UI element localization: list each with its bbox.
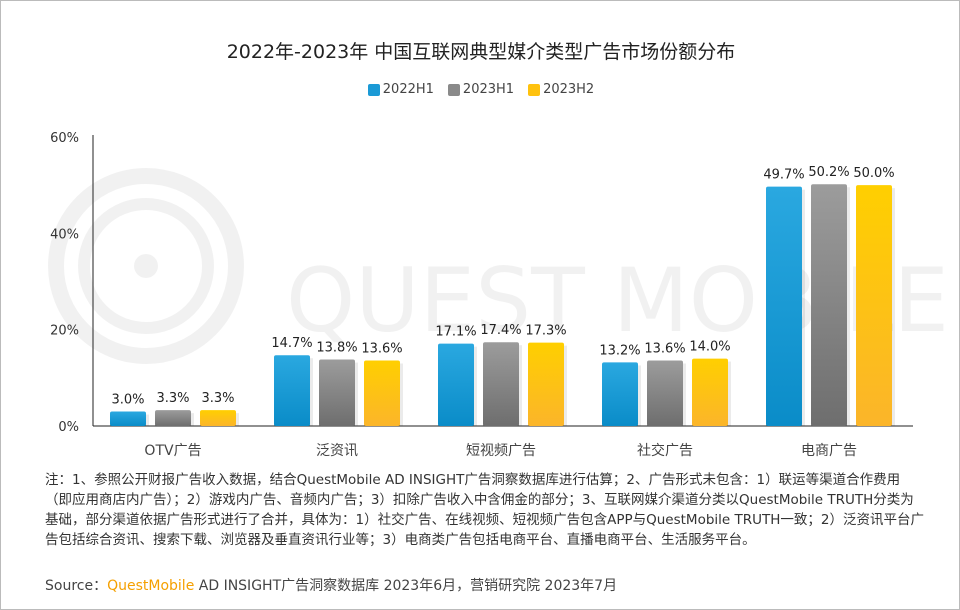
- x-tick-label: OTV广告: [144, 443, 201, 459]
- data-label: 49.7%: [763, 168, 804, 183]
- bar-2022H1: [766, 186, 802, 426]
- bar-2023H2: [200, 410, 236, 426]
- bar-2023H2: [528, 342, 564, 426]
- source-prefix: Source：: [45, 578, 108, 594]
- bar-2023H1: [483, 342, 519, 426]
- data-label: 13.6%: [644, 341, 685, 356]
- bar-2022H1: [438, 343, 474, 426]
- legend-item: 2023H2: [528, 82, 594, 97]
- bar-2022H1: [274, 355, 310, 426]
- source-rest: AD INSIGHT广告洞察数据库 2023年6月，营销研究院 2023年7月: [194, 578, 618, 594]
- bar-2023H2: [364, 360, 400, 426]
- bar-2022H1: [110, 411, 146, 426]
- legend-swatch: [447, 83, 460, 96]
- data-label: 17.4%: [480, 323, 521, 338]
- data-label: 14.7%: [271, 336, 312, 351]
- bar-2023H2: [692, 358, 728, 426]
- legend-item: 2022H1: [367, 82, 434, 97]
- legend-label: 2023H2: [543, 82, 595, 97]
- data-label: 3.3%: [156, 391, 189, 406]
- footnotes: 注：1、参照公开财报广告收入数据，结合QuestMobile AD INSIGH…: [45, 472, 924, 548]
- data-label: 3.3%: [201, 391, 234, 406]
- y-tick-label: 0%: [58, 420, 79, 435]
- y-tick-label: 60%: [50, 131, 79, 146]
- y-tick-label: 20%: [50, 324, 79, 339]
- source-line: Source：QuestMobile AD INSIGHT广告洞察数据库 202…: [45, 575, 617, 595]
- x-tick-label: 电商广告: [801, 443, 857, 459]
- bar-2023H1: [811, 184, 847, 426]
- data-label: 13.6%: [361, 341, 402, 356]
- bar-2022H1: [602, 362, 638, 426]
- chart-title: 2022年-2023年 中国互联网典型媒介类型广告市场份额分布: [226, 41, 736, 63]
- legend-swatch: [367, 83, 380, 96]
- data-label: 17.1%: [435, 325, 476, 340]
- bar-2023H1: [319, 359, 355, 426]
- legend-swatch: [528, 83, 541, 96]
- bar-2023H2: [856, 185, 892, 426]
- x-tick-label: 短视频广告: [466, 443, 536, 459]
- bar-2023H1: [647, 360, 683, 426]
- legend: 2022H1 2023H1 2023H2: [1, 82, 959, 97]
- y-tick-label: 40%: [50, 227, 79, 242]
- data-label: 14.0%: [689, 340, 730, 355]
- legend-label: 2023H1: [462, 82, 515, 97]
- data-label: 17.3%: [525, 324, 566, 339]
- bar-2023H1: [155, 410, 191, 426]
- x-tick-label: 社交广告: [637, 442, 693, 459]
- source-brand: QuestMobile: [107, 578, 195, 594]
- data-label: 3.0%: [111, 393, 144, 408]
- data-label: 13.8%: [316, 341, 357, 356]
- x-tick-label: 泛资讯: [316, 443, 358, 459]
- data-label: 50.0%: [853, 166, 894, 181]
- data-label: 50.2%: [808, 165, 849, 180]
- legend-item: 2023H1: [447, 82, 515, 97]
- legend-label: 2022H1: [382, 82, 434, 97]
- data-label: 13.2%: [599, 343, 640, 358]
